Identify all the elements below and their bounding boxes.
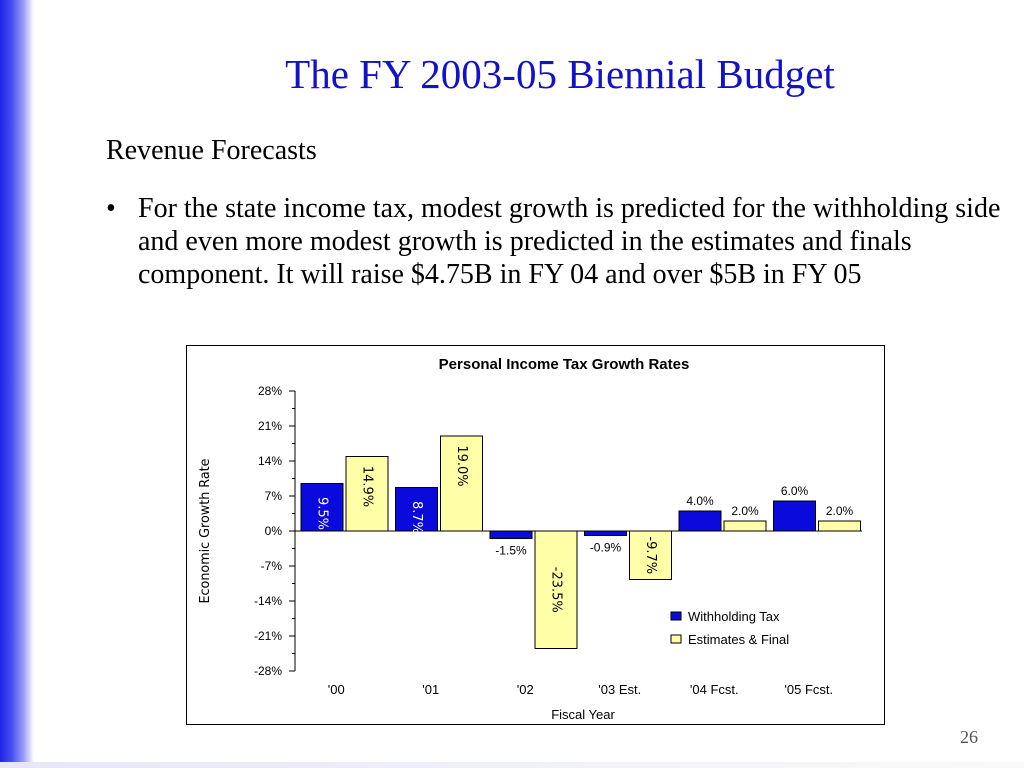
- slide-title: The FY 2003-05 Biennial Budget: [285, 51, 835, 97]
- withholding-bar: [678, 510, 722, 532]
- x-tick-label: '04 Fcst.: [690, 682, 739, 697]
- estimates-bar: [629, 530, 672, 580]
- withholding-bar: [395, 487, 438, 532]
- estimates-bar: [818, 520, 861, 532]
- page-number: 26: [960, 727, 978, 747]
- data-label: -9.7%: [643, 536, 658, 574]
- x-tick-label: '05 Fcst.: [784, 682, 833, 697]
- bullet-dot-icon: •: [106, 193, 116, 224]
- x-axis-title: Fiscal Year: [551, 707, 615, 722]
- withholding-bar: [584, 530, 627, 536]
- estimates-bar: [723, 520, 767, 532]
- y-tick-label: -14%: [254, 594, 282, 608]
- data-label: 8.7%: [409, 501, 424, 534]
- legend-swatch: [670, 634, 682, 644]
- data-label: 2.0%: [826, 504, 854, 518]
- data-label: -1.5%: [495, 544, 527, 558]
- data-label: 6.0%: [781, 484, 809, 498]
- y-axis-title: Economic Growth Rate: [198, 459, 213, 604]
- withholding-bar: [489, 530, 533, 539]
- x-tick-label: '03 Est.: [598, 682, 641, 697]
- legend-swatch: [670, 611, 682, 621]
- data-label: -23.5%: [549, 567, 564, 613]
- withholding-bar: [773, 500, 816, 532]
- data-label: 14.9%: [360, 466, 375, 507]
- legend-label: Estimates & Final: [688, 632, 789, 647]
- withholding-bar: [300, 483, 344, 532]
- estimates-bar: [345, 456, 389, 532]
- data-label: 4.0%: [686, 494, 714, 508]
- bottom-strip: [0, 762, 1024, 768]
- chart-container: Personal Income Tax Growth Rates 28% 21% 14…: [186, 345, 885, 725]
- x-tick-label: '02: [517, 682, 534, 697]
- data-label: 19.0%: [454, 445, 469, 486]
- left-gradient-bar: [0, 0, 34, 768]
- chart-title: Personal Income Tax Growth Rates: [439, 356, 690, 373]
- y-tick-label: 0%: [265, 524, 283, 538]
- x-tick-label: '01: [422, 682, 439, 697]
- legend-label: Withholding Tax: [688, 609, 780, 624]
- estimates-bar: [534, 530, 578, 649]
- growth-rate-chart: Personal Income Tax Growth Rates 28% 21% 14…: [198, 356, 862, 722]
- bullet-text: For the state income tax, modest growth …: [138, 193, 1001, 290]
- y-tick-label: 28%: [258, 384, 282, 398]
- estimates-bar: [440, 435, 483, 532]
- y-tick-label: -28%: [254, 664, 282, 678]
- y-tick-label: 7%: [265, 489, 283, 503]
- y-tick-label: 21%: [258, 419, 282, 433]
- data-label: 9.5%: [315, 497, 330, 530]
- data-label: 2.0%: [731, 504, 759, 518]
- y-tick-label: 14%: [258, 454, 282, 468]
- subheading: Revenue Forecasts: [106, 135, 317, 166]
- data-label: -0.9%: [590, 541, 622, 555]
- y-tick-label: -7%: [261, 559, 283, 573]
- x-tick-label: '00: [328, 682, 345, 697]
- y-tick-label: -21%: [254, 629, 282, 643]
